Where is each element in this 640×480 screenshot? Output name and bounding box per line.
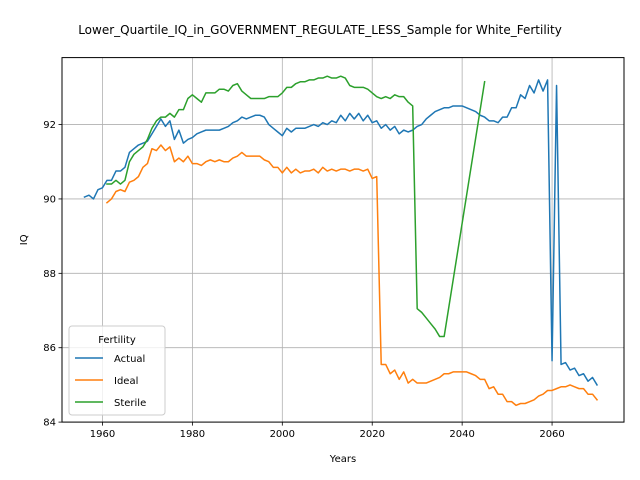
y-tick-label: 90 bbox=[43, 194, 56, 205]
legend-box bbox=[68, 325, 166, 416]
legend-label-actual: Actual bbox=[114, 354, 145, 365]
y-tick-label: 84 bbox=[43, 418, 56, 429]
series-line-actual bbox=[83, 79, 599, 386]
series-lines bbox=[83, 75, 599, 407]
y-axis-ticks: 84 86 88 90 92 bbox=[43, 120, 62, 429]
y-axis-label: IQ bbox=[19, 234, 30, 245]
chart-title: Lower_Quartile_IQ_in_GOVERNMENT_REGULATE… bbox=[78, 23, 562, 37]
series-line-ideal bbox=[105, 144, 599, 407]
y-tick-label: 86 bbox=[43, 343, 56, 354]
x-axis-label: Years bbox=[329, 454, 356, 465]
x-axis-ticks: 1960 1980 2000 2020 2040 2060 bbox=[90, 422, 565, 440]
legend-title: Fertility bbox=[98, 335, 136, 346]
series-actual bbox=[83, 79, 599, 386]
x-tick-label: 2020 bbox=[359, 429, 384, 440]
series-sterile bbox=[106, 75, 486, 338]
y-tick-label: 88 bbox=[43, 269, 56, 280]
legend-item-ideal: Ideal bbox=[75, 376, 138, 387]
x-tick-label: 2060 bbox=[539, 429, 564, 440]
legend-label-sterile: Sterile bbox=[114, 398, 146, 409]
x-tick-label: 2040 bbox=[449, 429, 474, 440]
series-line-sterile bbox=[106, 75, 486, 338]
legend-item-actual: Actual bbox=[75, 354, 145, 365]
x-tick-label: 2000 bbox=[270, 429, 295, 440]
legend-item-sterile: Sterile bbox=[75, 398, 146, 409]
x-tick-label: 1980 bbox=[180, 429, 205, 440]
x-tick-label: 1960 bbox=[90, 429, 115, 440]
legend-label-ideal: Ideal bbox=[114, 376, 138, 387]
y-tick-label: 92 bbox=[43, 120, 56, 131]
plot-frame bbox=[61, 57, 625, 423]
legend: Fertility Actual Ideal Sterile bbox=[68, 325, 166, 416]
series-ideal bbox=[105, 144, 599, 407]
